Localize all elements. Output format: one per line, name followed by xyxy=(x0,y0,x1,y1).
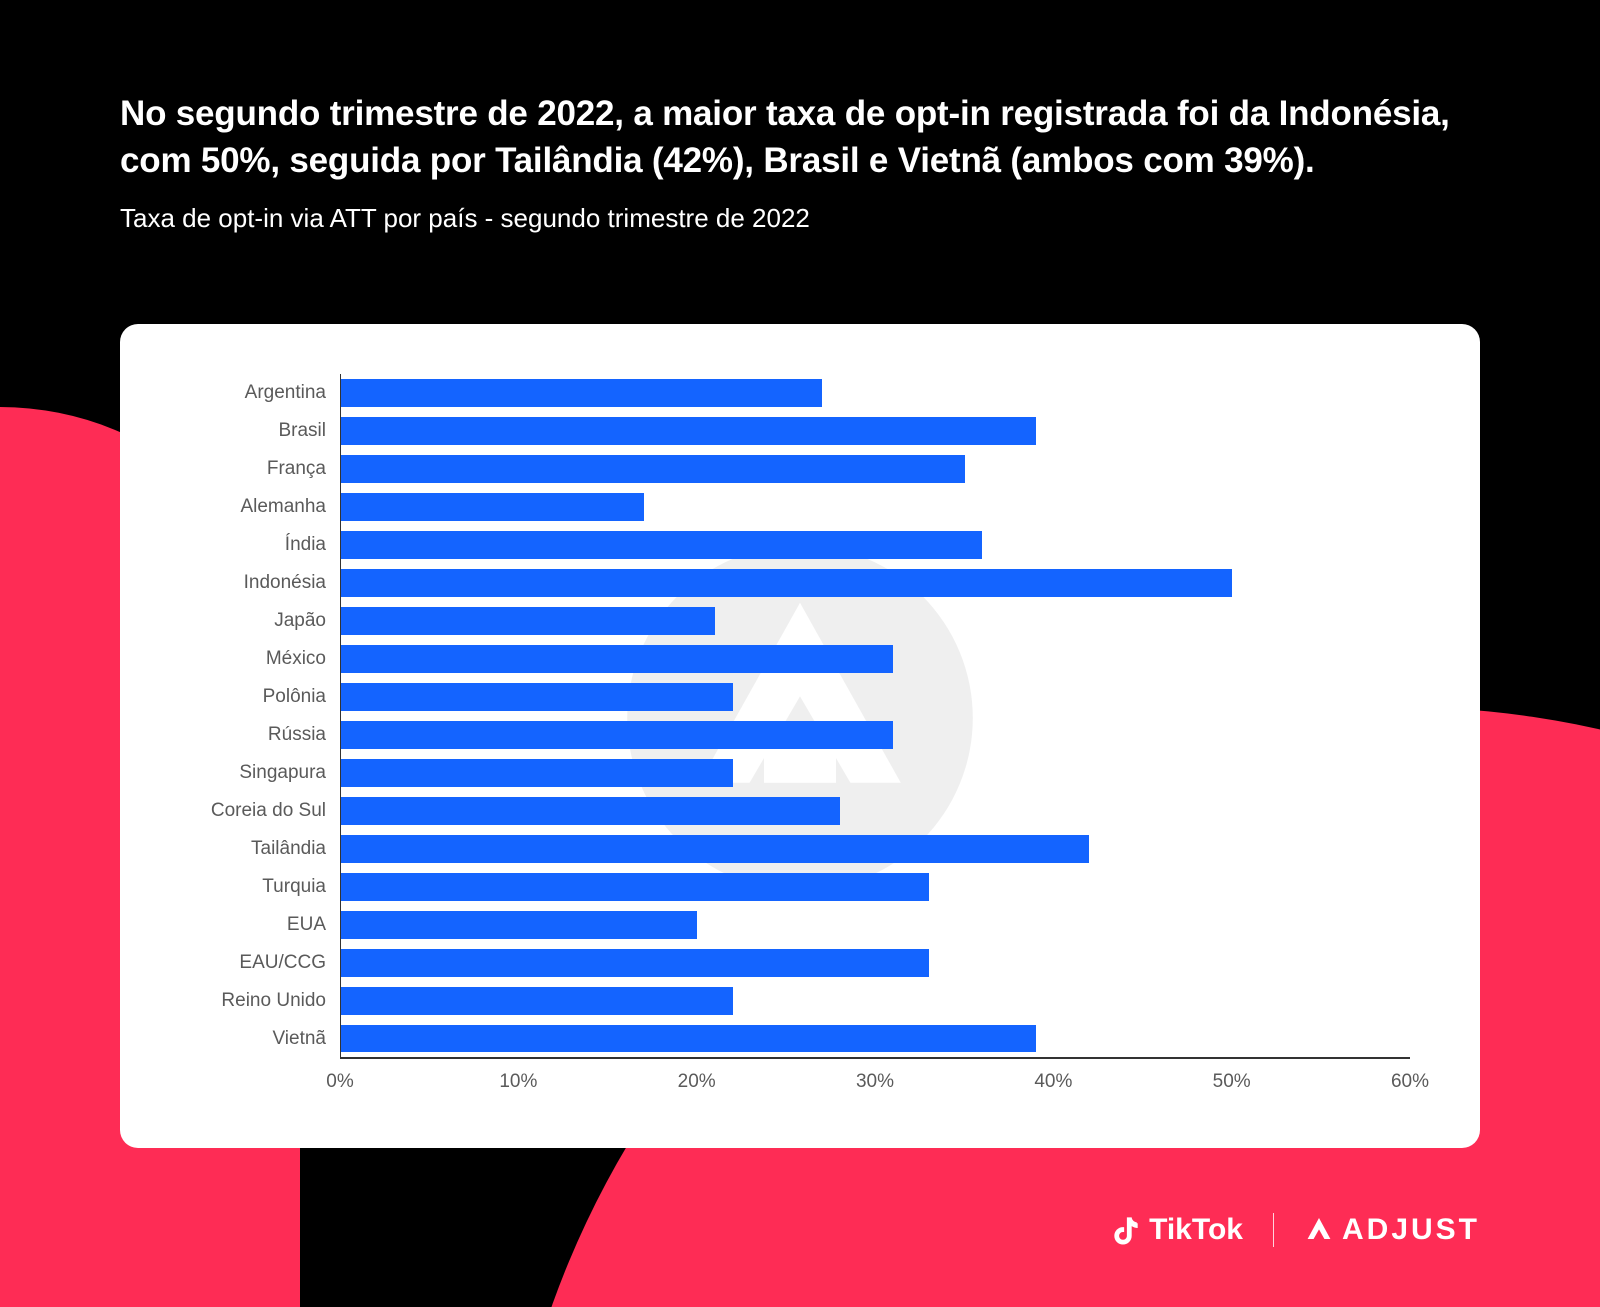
bar xyxy=(341,417,1036,445)
chart-row: Brasil xyxy=(150,412,1410,450)
bar xyxy=(341,835,1089,863)
bar xyxy=(341,1025,1036,1052)
category-label: Coreia do Sul xyxy=(150,800,340,822)
category-label: Turquia xyxy=(150,876,340,898)
bar xyxy=(341,949,929,977)
chart-row: Vietnã xyxy=(150,1020,1410,1058)
x-tick: 60% xyxy=(1391,1071,1429,1093)
chart-row: Coreia do Sul xyxy=(150,792,1410,830)
chart-row: Rússia xyxy=(150,716,1410,754)
chart-row: Tailândia xyxy=(150,830,1410,868)
category-label: Rússia xyxy=(150,724,340,746)
bar xyxy=(341,797,840,825)
x-tick: 20% xyxy=(678,1071,716,1093)
bar xyxy=(341,455,965,483)
bar xyxy=(341,531,982,559)
category-label: Alemanha xyxy=(150,496,340,518)
plot-area xyxy=(340,526,1410,564)
tiktok-brand: TikTok xyxy=(1113,1213,1243,1247)
chart-row: Alemanha xyxy=(150,488,1410,526)
bar xyxy=(341,873,929,901)
page-subtitle: Taxa de opt-in via ATT por país - segund… xyxy=(120,203,1480,234)
category-label: Reino Unido xyxy=(150,990,340,1012)
plot-area xyxy=(340,602,1410,640)
bar xyxy=(341,379,822,407)
bar xyxy=(341,683,733,711)
brand-divider xyxy=(1273,1213,1274,1247)
bar xyxy=(341,721,893,749)
plot-area xyxy=(340,982,1410,1020)
category-label: Índia xyxy=(150,534,340,556)
plot-area xyxy=(340,640,1410,678)
plot-area xyxy=(340,374,1410,412)
chart-row: Turquia xyxy=(150,868,1410,906)
category-label: EAU/CCG xyxy=(150,952,340,974)
chart-row: Singapura xyxy=(150,754,1410,792)
plot-area xyxy=(340,1020,1410,1058)
chart-row: EAU/CCG xyxy=(150,944,1410,982)
plot-area xyxy=(340,754,1410,792)
category-label: EUA xyxy=(150,914,340,936)
plot-area xyxy=(340,792,1410,830)
chart-card: Argentina Brasil França Alemanha Índia Indoné… xyxy=(120,324,1480,1148)
bar xyxy=(341,911,697,939)
plot-area xyxy=(340,488,1410,526)
plot-area xyxy=(340,564,1410,602)
plot-area xyxy=(340,450,1410,488)
plot-area xyxy=(340,906,1410,944)
chart-row: Japão xyxy=(150,602,1410,640)
bar xyxy=(341,987,733,1015)
plot-area xyxy=(340,716,1410,754)
header: No segundo trimestre de 2022, a maior ta… xyxy=(0,0,1600,274)
bar-chart: Argentina Brasil França Alemanha Índia Indoné… xyxy=(150,374,1410,1098)
x-tick: 0% xyxy=(326,1071,353,1093)
chart-row: França xyxy=(150,450,1410,488)
chart-row: Índia xyxy=(150,526,1410,564)
tiktok-icon xyxy=(1113,1214,1141,1246)
category-label: França xyxy=(150,458,340,480)
chart-row: Indonésia xyxy=(150,564,1410,602)
bar xyxy=(341,759,733,787)
plot-area xyxy=(340,412,1410,450)
bar xyxy=(341,493,644,521)
bar xyxy=(341,569,1232,597)
plot-area xyxy=(340,678,1410,716)
category-label: México xyxy=(150,648,340,670)
category-label: Japão xyxy=(150,610,340,632)
x-axis: 0%10%20%30%40%50%60% xyxy=(150,1058,1410,1098)
x-tick: 10% xyxy=(499,1071,537,1093)
adjust-icon xyxy=(1304,1215,1334,1245)
chart-row: EUA xyxy=(150,906,1410,944)
chart-row: México xyxy=(150,640,1410,678)
plot-area xyxy=(340,830,1410,868)
category-label: Polônia xyxy=(150,686,340,708)
plot-area xyxy=(340,944,1410,982)
tiktok-label: TikTok xyxy=(1149,1213,1243,1247)
category-label: Brasil xyxy=(150,420,340,442)
x-tick: 40% xyxy=(1034,1071,1072,1093)
category-label: Singapura xyxy=(150,762,340,784)
bar xyxy=(341,607,715,635)
adjust-brand: ADJUST xyxy=(1304,1213,1480,1247)
category-label: Vietnã xyxy=(150,1028,340,1050)
category-label: Tailândia xyxy=(150,838,340,860)
bar xyxy=(341,645,893,673)
page-title: No segundo trimestre de 2022, a maior ta… xyxy=(120,90,1480,185)
footer-brands: TikTok ADJUST xyxy=(1113,1213,1480,1247)
adjust-label: ADJUST xyxy=(1342,1213,1480,1247)
x-tick: 50% xyxy=(1213,1071,1251,1093)
category-label: Argentina xyxy=(150,382,340,404)
chart-row: Argentina xyxy=(150,374,1410,412)
category-label: Indonésia xyxy=(150,572,340,594)
chart-row: Polônia xyxy=(150,678,1410,716)
x-tick: 30% xyxy=(856,1071,894,1093)
chart-row: Reino Unido xyxy=(150,982,1410,1020)
plot-area xyxy=(340,868,1410,906)
